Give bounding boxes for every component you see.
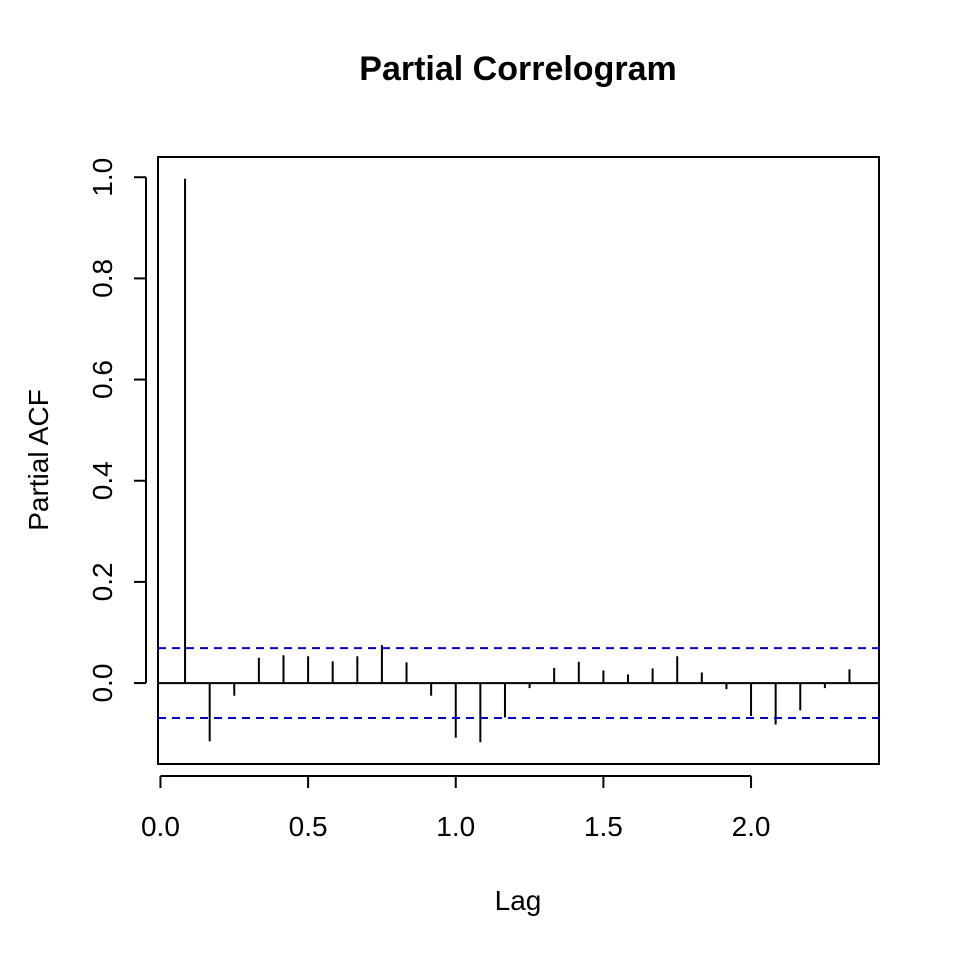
y-tick-label: 0.4	[87, 461, 118, 500]
x-tick-label: 0.0	[141, 811, 180, 842]
y-tick-label: 0.2	[87, 562, 118, 601]
y-axis: 0.0 0.2 0.4 0.6 0.8 1.0	[87, 158, 147, 703]
plot-frame	[157, 156, 880, 765]
x-tick-label: 1.5	[584, 811, 623, 842]
y-tick-label: 0.8	[87, 259, 118, 298]
x-axis: 0.0 0.5 1.0 1.5 2.0	[141, 775, 771, 842]
chart-title: Partial Correlogram	[359, 50, 676, 88]
x-tick-label: 2.0	[732, 811, 771, 842]
x-tick-label: 1.0	[436, 811, 475, 842]
y-tick-label: 0.6	[87, 360, 118, 399]
y-tick-label: 1.0	[87, 158, 118, 197]
x-axis-label: Lag	[495, 885, 542, 916]
y-axis-label: Partial ACF	[23, 389, 54, 531]
x-tick-label: 0.5	[289, 811, 328, 842]
y-tick-label: 0.0	[87, 664, 118, 703]
pacf-bars	[158, 178, 879, 743]
